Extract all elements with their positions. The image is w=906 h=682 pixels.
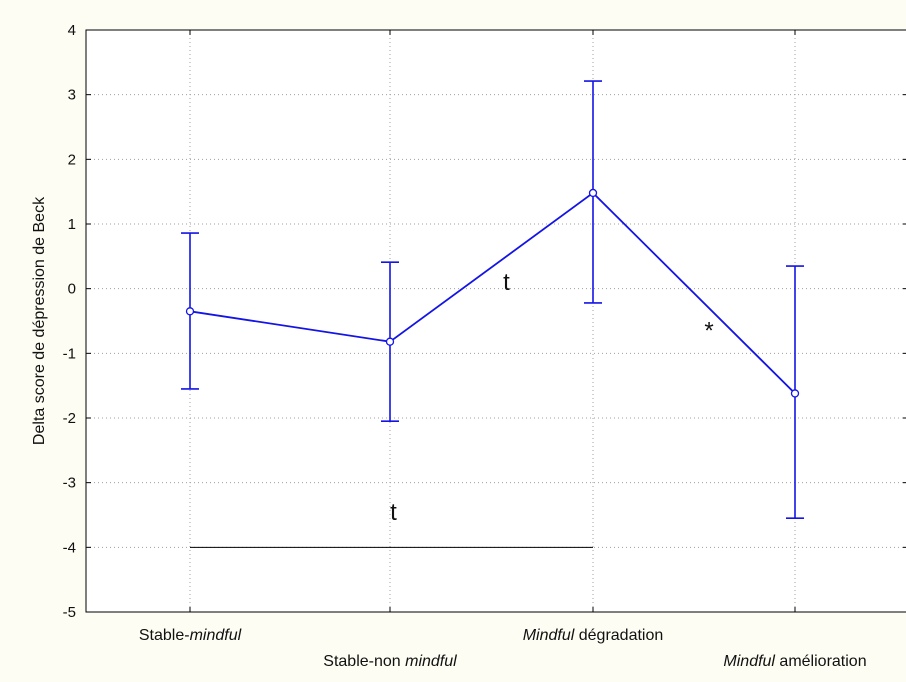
y-tick-label: -5	[63, 604, 76, 621]
grid-lines	[86, 30, 906, 612]
category-text-italic: mindful	[190, 627, 242, 644]
x-category-label: Mindful dégradation	[523, 627, 664, 644]
x-category-label: Mindful amélioration	[723, 653, 866, 670]
series-line	[189, 191, 796, 395]
category-text-italic: mindful	[405, 653, 457, 670]
category-text: Stable-non	[323, 653, 405, 670]
y-tick-label: 1	[68, 216, 76, 233]
data-point	[185, 307, 195, 316]
category-text-italic: Mindful	[723, 653, 775, 670]
y-tick-label: 4	[68, 22, 76, 39]
y-tick-label: -4	[63, 539, 76, 556]
significance-label: t	[390, 499, 397, 526]
y-tick-label: -2	[63, 410, 76, 427]
category-text: amélioration	[775, 653, 867, 670]
x-category-label: Stable-mindful	[139, 627, 242, 644]
category-text-italic: Mindful	[523, 627, 575, 644]
data-point	[385, 337, 395, 346]
significance-label: t	[503, 269, 510, 296]
data-point	[790, 389, 800, 398]
y-tick-label: -1	[63, 345, 76, 362]
y-tick-label: 3	[68, 87, 76, 104]
x-category-label: Stable-non mindful	[323, 653, 457, 670]
category-text: dégradation	[574, 627, 663, 644]
y-tick-label: 0	[68, 281, 76, 298]
significance-label: *	[704, 318, 713, 345]
plot-area	[85, 29, 906, 613]
annotations: t * t	[190, 269, 714, 548]
y-tick-label: 2	[68, 151, 76, 168]
y-tick-label: -3	[63, 475, 76, 492]
data-point	[588, 188, 598, 198]
y-axis-title: Delta score de dépression de Beck	[31, 196, 48, 445]
category-text: Stable-	[139, 627, 190, 644]
series-line-group	[185, 188, 800, 398]
